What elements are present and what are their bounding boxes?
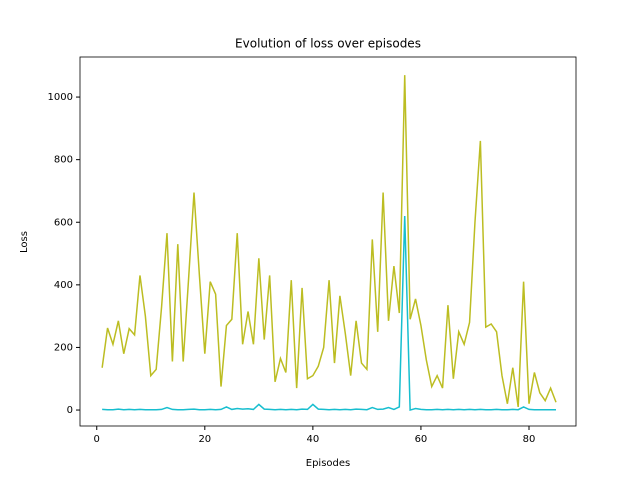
chart-title: Evolution of loss over episodes xyxy=(235,37,421,51)
y-tick-label: 0 xyxy=(67,405,73,416)
x-tick-label: 0 xyxy=(94,434,100,445)
x-tick-label: 60 xyxy=(415,434,428,445)
x-tick-label: 80 xyxy=(523,434,536,445)
line-series xyxy=(102,215,557,412)
line-series xyxy=(101,75,557,408)
y-tick-label: 1000 xyxy=(48,92,73,103)
plot-frame xyxy=(79,56,577,427)
x-tick-label: 40 xyxy=(307,434,320,445)
x-tick-label: 20 xyxy=(198,434,211,445)
y-tick-label: 400 xyxy=(54,280,73,291)
y-tick-label: 800 xyxy=(54,155,73,166)
y-tick-label: 200 xyxy=(54,342,73,353)
y-tick-label: 600 xyxy=(54,217,73,228)
y-axis-label: Loss xyxy=(19,231,30,253)
x-axis-label: Episodes xyxy=(306,458,350,469)
